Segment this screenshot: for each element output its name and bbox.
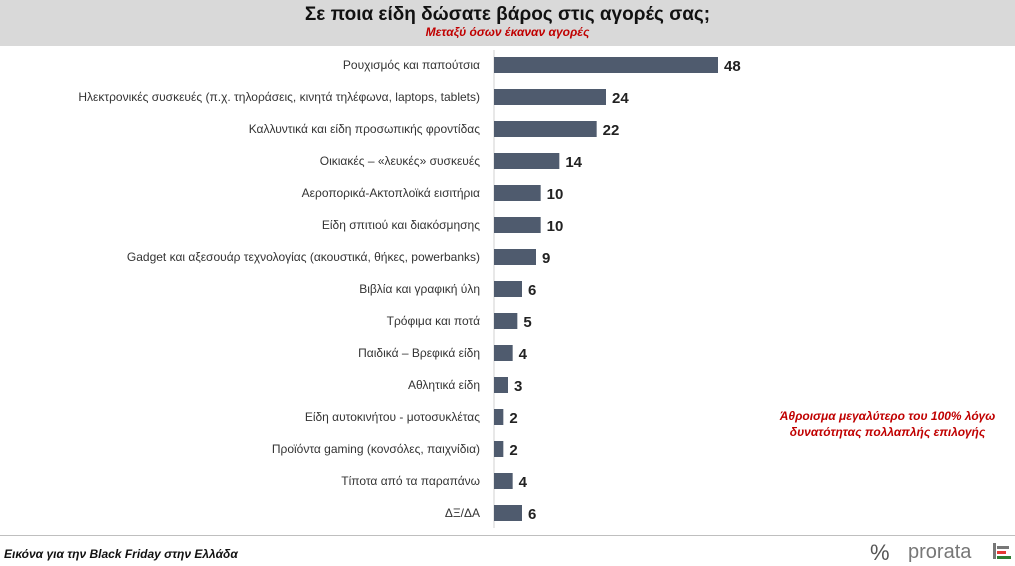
data-label: 9: [542, 250, 550, 267]
logo-bar-vertical: [993, 543, 996, 559]
data-label: 6: [528, 506, 536, 523]
chart-subtitle: Μεταξύ όσων έκαναν αγορές: [425, 25, 590, 39]
data-label: 10: [547, 218, 564, 235]
data-label: 2: [509, 410, 517, 427]
multiple-choice-note: Άθροισμα μεγαλύτερο του 100% λόγω δυνατό…: [760, 408, 1015, 440]
logo-wordmark: prorata: [908, 541, 972, 563]
data-label: 4: [519, 474, 528, 491]
bar: [494, 473, 513, 489]
bar: [494, 505, 522, 521]
bar: [494, 217, 541, 233]
logo-percent-symbol: %: [870, 540, 890, 565]
title-banner: Σε ποια είδη δώσατε βάρος στις αγορές σα…: [0, 0, 1015, 46]
bar: [494, 409, 504, 425]
bar: [494, 57, 718, 73]
footer-caption: Εικόνα για την Black Friday στην Ελλάδα: [4, 547, 238, 561]
data-label: 48: [724, 58, 741, 75]
chart-title: Σε ποια είδη δώσατε βάρος στις αγορές σα…: [304, 4, 711, 25]
bar: [494, 313, 518, 329]
category-label: Οικιακές – «λευκές» συσκευές: [320, 154, 480, 168]
bar: [494, 345, 513, 361]
category-label: Τρόφιμα και ποτά: [387, 314, 480, 328]
category-label: Είδη σπιτιού και διακόσμησης: [322, 218, 480, 232]
bar: [494, 185, 541, 201]
bar: [494, 441, 504, 457]
data-label: 3: [514, 378, 522, 395]
category-label: Παιδικά – Βρεφικά είδη: [358, 346, 480, 360]
logo-bar-2: [997, 551, 1006, 554]
bar-chart: Ρουχισμός και παπούτσια 48 Ηλεκτρονικές συ…: [78, 50, 741, 528]
bar: [494, 153, 560, 169]
category-label: Ηλεκτρονικές συσκευές (π.χ. τηλοράσεις, …: [78, 90, 480, 104]
bar: [494, 281, 522, 297]
category-label: Gadget και αξεσουάρ τεχνολογίας (ακουστι…: [127, 250, 480, 264]
category-label: Βιβλία και γραφική ύλη: [359, 282, 480, 296]
footer-divider: [0, 535, 1015, 536]
data-label: 14: [565, 154, 582, 171]
category-label: Είδη αυτοκινήτου - μοτοσυκλέτας: [305, 410, 480, 424]
bar: [494, 89, 606, 105]
data-label: 10: [547, 186, 564, 203]
data-label: 6: [528, 282, 536, 299]
note-line-2: δυνατότητας πολλαπλής επιλογής: [789, 425, 986, 439]
bar: [494, 121, 597, 137]
logo-bar-3: [997, 556, 1011, 559]
bar: [494, 249, 536, 265]
data-label: 2: [509, 442, 517, 459]
data-label: 24: [612, 90, 629, 107]
prorata-logo: % prorata: [870, 540, 1011, 565]
bar: [494, 377, 508, 393]
data-label: 4: [519, 346, 528, 363]
data-label: 22: [603, 122, 620, 139]
category-label: ΔΞ/ΔΑ: [445, 506, 480, 520]
data-label: 5: [523, 314, 531, 331]
logo-bar-1: [997, 546, 1009, 549]
note-line-1: Άθροισμα μεγαλύτερο του 100% λόγω: [779, 409, 996, 423]
category-label: Αθλητικά είδη: [408, 378, 480, 392]
category-label: Αεροπορικά-Ακτοπλοϊκά εισιτήρια: [302, 186, 480, 200]
category-label: Ρουχισμός και παπούτσια: [343, 58, 480, 72]
category-label: Προϊόντα gaming (κονσόλες, παιχνίδια): [272, 442, 480, 456]
category-label: Τίποτα από τα παραπάνω: [341, 474, 480, 488]
category-label: Καλλυντικά και είδη προσωπικής φροντίδας: [249, 122, 481, 136]
